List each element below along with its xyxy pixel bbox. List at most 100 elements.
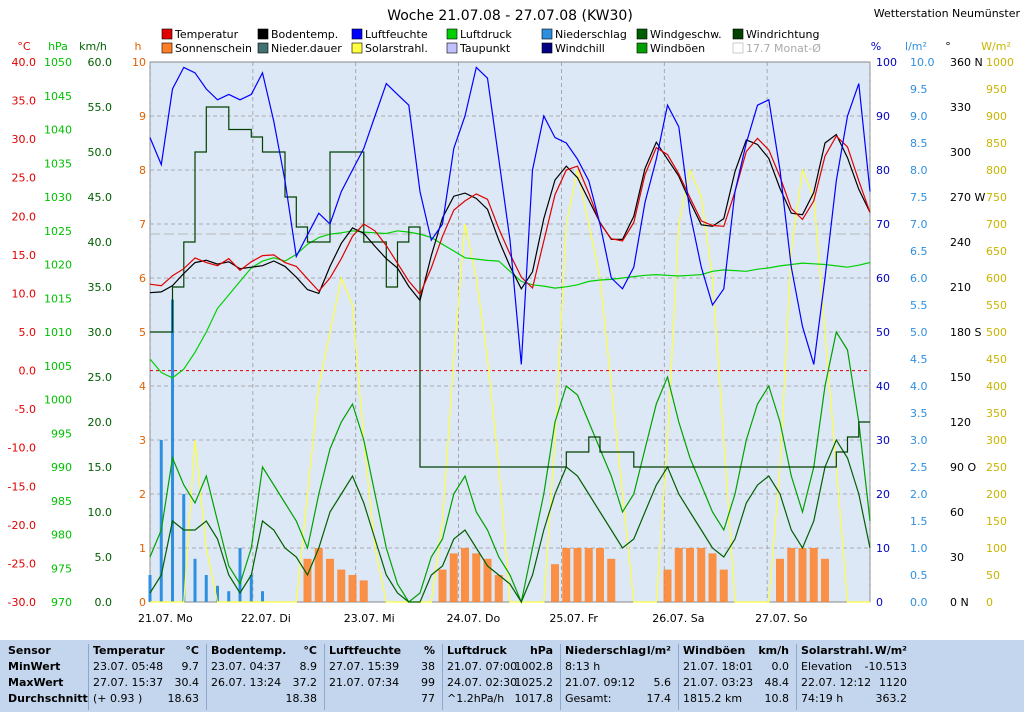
pressure-axis-tick: 975 <box>51 562 72 575</box>
stats-block-row: 21.07. 07:00 1002.8 <box>447 660 553 676</box>
legend-label-temperature: Temperatur <box>174 28 239 41</box>
x-tick-label: 22.07. Di <box>241 612 291 625</box>
stats-block-row: (+ 0.93 ) 18.63 <box>93 692 199 708</box>
stats-block-row: 23.07. 04:37 8.9 <box>211 660 317 676</box>
precip-axis-tick: 3.5 <box>910 407 928 420</box>
legend-label-wind_gust: Windböen <box>650 42 705 55</box>
wind-axis-tick: 35.0 <box>88 281 113 294</box>
temp-axis-tick: 20.0 <box>12 210 37 223</box>
stats-row-label-text: Sensor <box>8 644 51 657</box>
sunshine-bar <box>359 580 368 602</box>
temp-axis-tick: -15.0 <box>8 480 36 493</box>
stats-block-header: Bodentemp. °C <box>211 644 317 660</box>
legend-swatch-wind_gust <box>636 42 648 54</box>
solar-axis-tick: 200 <box>986 488 1007 501</box>
hours-axis-tick: 4 <box>139 380 146 393</box>
sunshine-bar <box>438 569 447 602</box>
pressure-axis-tick: 1020 <box>44 259 72 272</box>
legend-label-wind_speed: Windgeschw. <box>650 28 722 41</box>
wind-axis-tick: 60.0 <box>88 56 113 69</box>
winddir-axis-tick: 30 <box>950 551 964 564</box>
sunshine-bar <box>596 548 604 602</box>
hours-axis-tick: 3 <box>139 434 146 447</box>
stats-block-row: 26.07. 13:24 37.2 <box>211 676 317 692</box>
legend-swatch-precip_duration <box>257 42 269 54</box>
hours-axis-tick: 10 <box>132 56 146 69</box>
solar-axis-tick: 500 <box>986 326 1007 339</box>
winddir-axis-tick: 330 <box>950 101 971 114</box>
solar-axis-tick: 750 <box>986 191 1007 204</box>
stats-cell-detail: 21.07. 03:23 <box>683 676 754 689</box>
pressure-axis-tick: 1035 <box>44 157 72 170</box>
stats-cell-detail: 8:13 h <box>565 660 601 673</box>
solar-axis-tick: 50 <box>986 569 1000 582</box>
legend-swatch-humidity <box>351 28 363 40</box>
precip-axis-tick: 3.0 <box>910 434 928 447</box>
stats-cell-detail: 26.07. 13:24 <box>211 676 282 689</box>
legend-label-soil_temp: Bodentemp. <box>271 28 338 41</box>
humidity-axis-tick: 30 <box>876 434 890 447</box>
precipitation-bar <box>148 575 152 602</box>
sunshine-bar <box>461 548 469 602</box>
stats-block-row: 18.38 <box>211 692 318 708</box>
stats-cell-value: 30.4 <box>174 676 200 689</box>
stats-row-label: Durchschnitt <box>4 692 88 708</box>
stats-block-row: 27.07. 15:39 38 <box>329 660 435 676</box>
stats-block-row: 22.07. 12:12 1120 <box>801 676 907 692</box>
pressure-axis-tick: 970 <box>51 596 72 609</box>
sunshine-bar <box>719 569 728 602</box>
stats-cell-detail: 23.07. 05:48 <box>93 660 164 673</box>
wind-axis-tick: 25.0 <box>88 371 113 384</box>
precip-axis-tick: 8.5 <box>910 137 928 150</box>
legend-label-precipitation: Niederschlag <box>555 28 627 41</box>
pressure-axis-tick: 1010 <box>44 326 72 339</box>
pressure-axis-tick: 1030 <box>44 191 72 204</box>
statistics-panel: Sensor MinWert MaxWert Durchschnitt Temperat… <box>0 640 1024 712</box>
solar-axis-tick: 550 <box>986 299 1007 312</box>
stats-block: Windböen km/h 21.07. 18:01 0.0 21.07. 03:23 4… <box>678 644 793 710</box>
pressure-axis-unit: hPa <box>48 40 68 53</box>
stats-cell-value: 17.4 <box>646 692 672 705</box>
weather-chart-area: Woche 21.07.08 - 27.07.08 (KW30) Wetterst… <box>8 7 1021 625</box>
sunshine-bar <box>472 553 481 602</box>
legend-label-sunshine: Sonnenschein <box>175 42 252 55</box>
precip-axis-tick: 7.0 <box>910 218 928 231</box>
pressure-axis-tick: 1025 <box>44 225 72 238</box>
legend-swatch-wind_speed <box>636 28 648 40</box>
sunshine-bar <box>348 575 357 602</box>
stats-row-label: MaxWert <box>4 676 82 692</box>
stats-block-row: 8:13 h <box>565 660 671 676</box>
sunshine-bar <box>809 548 818 602</box>
winddir-axis-tick: 210 <box>950 281 971 294</box>
stats-cell-detail: 23.07. 04:37 <box>211 660 282 673</box>
hours-axis-tick: 0 <box>139 596 146 609</box>
stats-block-row: ^1.2hPa/h 1017.8 <box>447 692 553 708</box>
hours-axis-tick: 6 <box>139 272 146 285</box>
sunshine-bar <box>584 548 593 602</box>
legend-swatch-temperature <box>161 28 173 40</box>
humidity-axis-tick: 100 <box>876 56 897 69</box>
legend-label-solar: Solarstrahl. <box>365 42 428 55</box>
stats-block-header: Luftfeuchte% <box>329 644 435 660</box>
legend-swatch-dewpoint <box>446 42 458 54</box>
winddir-axis-tick: 240 <box>950 236 971 249</box>
winddir-axis-tick: 90 O <box>950 461 976 474</box>
pressure-axis-tick: 980 <box>51 529 72 542</box>
solar-axis-tick: 450 <box>986 353 1007 366</box>
precip-axis-unit: l/m² <box>905 40 927 53</box>
temp-axis-tick: 35.0 <box>12 95 37 108</box>
stats-cell-value: 1002.8 <box>514 660 554 673</box>
stats-block-header: Temperatur °C <box>93 644 199 660</box>
solar-axis-tick: 350 <box>986 407 1007 420</box>
solar-axis-tick: 100 <box>986 542 1007 555</box>
x-tick-label: 23.07. Mi <box>344 612 395 625</box>
precipitation-bar <box>227 591 231 602</box>
sunshine-bar <box>607 558 616 602</box>
stats-block-row: 21.07. 03:23 48.4 <box>683 676 789 692</box>
stats-cell-detail: 27.07. 15:39 <box>329 660 400 673</box>
stats-block-unit: km/h <box>758 644 789 657</box>
stats-block: Solarstrahl. W/m² Elevation -10.513 22.07. 1… <box>796 644 911 710</box>
pressure-axis-tick: 1050 <box>44 56 72 69</box>
stats-cell-value: 5.6 <box>653 676 672 689</box>
soil-temp-line <box>149 133 871 302</box>
